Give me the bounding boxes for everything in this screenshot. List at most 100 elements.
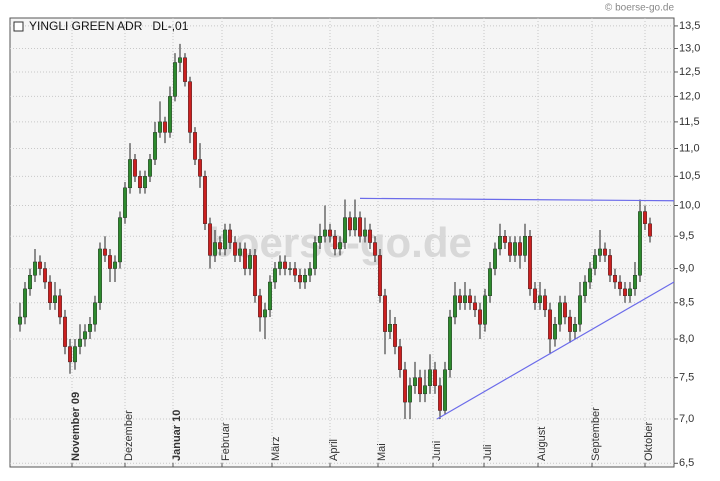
- candle-body: [333, 236, 338, 250]
- candle-body: [117, 217, 122, 263]
- candle-body: [33, 261, 38, 276]
- candle-body: [152, 132, 157, 160]
- candle-body: [568, 316, 573, 332]
- candle-body: [38, 261, 43, 269]
- candle-body: [543, 295, 548, 311]
- candle-body: [177, 57, 182, 63]
- candle-body: [348, 217, 353, 231]
- candle-body: [278, 261, 283, 269]
- candle-body: [473, 302, 478, 311]
- candle-body: [403, 369, 408, 403]
- candle-body: [623, 288, 628, 296]
- candle-body: [217, 242, 222, 250]
- candle-body: [53, 295, 58, 303]
- candle-body: [172, 62, 177, 97]
- candle-body: [192, 132, 197, 160]
- candle-body: [87, 324, 92, 332]
- candle-body: [43, 268, 48, 283]
- candle-body: [107, 255, 112, 269]
- candle-body: [628, 288, 633, 296]
- candle-body: [633, 275, 638, 290]
- candle-body: [343, 217, 348, 243]
- x-tick-label: November 09: [70, 392, 82, 461]
- x-tick-label: Mai: [376, 443, 388, 461]
- candle-body: [308, 268, 313, 276]
- x-tick-label: Juli: [482, 444, 494, 461]
- candle-body: [398, 346, 403, 370]
- candle-body: [147, 159, 152, 177]
- y-tick-label: 7,0: [679, 413, 694, 425]
- y-tick-label: 11,0: [679, 142, 700, 154]
- candle-body: [593, 255, 598, 269]
- candle-body: [92, 302, 97, 325]
- candle-body: [368, 229, 373, 243]
- candle-body: [313, 242, 318, 269]
- candle-body: [638, 211, 643, 276]
- candle-body: [23, 288, 28, 318]
- candle-body: [67, 346, 72, 363]
- candle-body: [63, 316, 68, 347]
- x-tick-label: September: [590, 407, 602, 461]
- candle-body: [518, 242, 523, 256]
- candle-body: [58, 295, 63, 318]
- candle-body: [247, 255, 252, 269]
- candle-body: [132, 159, 137, 177]
- candle-body: [157, 121, 162, 133]
- candle-body: [563, 302, 568, 318]
- y-tick-label: 10,5: [679, 170, 700, 182]
- candle-body: [488, 268, 493, 296]
- candle-body: [553, 324, 558, 340]
- candle-body: [378, 255, 383, 296]
- candle-body: [162, 121, 167, 133]
- chart-title: YINGLI GREEN ADR DL-,01: [29, 19, 189, 33]
- candle-body: [513, 242, 518, 256]
- candle-body: [283, 261, 288, 269]
- x-tick-label: März: [270, 437, 282, 461]
- candle-body: [122, 187, 127, 218]
- candle-body: [323, 229, 328, 237]
- candle-body: [358, 217, 363, 237]
- candle-body: [298, 275, 303, 283]
- candle-body: [18, 316, 23, 325]
- candle-body: [167, 96, 172, 133]
- candle-body: [413, 377, 418, 386]
- x-tick-label: Oktober: [643, 422, 655, 461]
- candle-body: [303, 275, 308, 283]
- candle-body: [418, 377, 423, 395]
- candle-body: [558, 302, 563, 325]
- candle-body: [102, 248, 107, 256]
- candle-body: [523, 236, 528, 256]
- candle-body: [328, 229, 333, 237]
- candle-body: [207, 223, 212, 256]
- candle-body: [353, 217, 358, 231]
- x-tick-label: Februar: [220, 422, 232, 461]
- candle-body: [48, 281, 53, 303]
- candle-body: [258, 295, 263, 318]
- candle-body: [598, 248, 603, 256]
- y-tick-label: 13,0: [679, 42, 700, 54]
- candle-body: [373, 242, 378, 256]
- candle-body: [112, 261, 117, 269]
- candle-body: [28, 275, 33, 290]
- candle-body: [242, 248, 247, 269]
- candle-body: [252, 255, 257, 296]
- candle-body: [137, 176, 142, 189]
- candle-body: [438, 385, 443, 411]
- candle-body: [237, 248, 242, 256]
- candle-body: [448, 316, 453, 370]
- y-tick-label: 9,5: [679, 230, 694, 242]
- candle-body: [212, 242, 217, 256]
- candle-body: [648, 223, 653, 237]
- candle-body: [483, 295, 488, 325]
- candle-body: [82, 331, 87, 340]
- candle-body: [268, 281, 273, 311]
- y-tick-label: 12,0: [679, 90, 700, 102]
- candle-body: [538, 295, 543, 303]
- candle-body: [232, 242, 237, 256]
- candle-body: [528, 236, 533, 290]
- candle-body: [493, 248, 498, 269]
- candle-body: [227, 229, 232, 243]
- candle-body: [97, 248, 102, 303]
- candle-body: [388, 324, 393, 332]
- y-tick-label: 12,5: [679, 66, 700, 78]
